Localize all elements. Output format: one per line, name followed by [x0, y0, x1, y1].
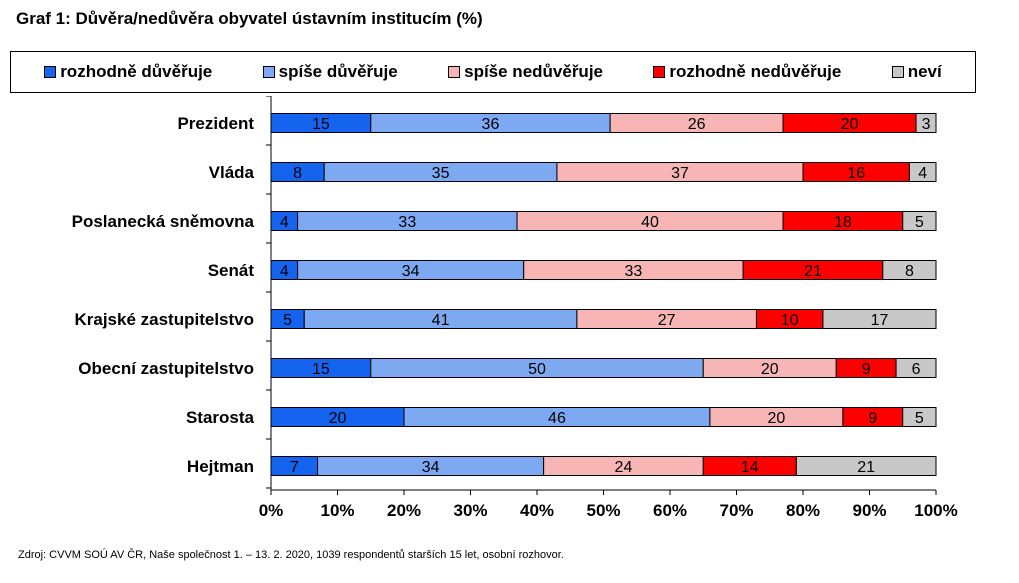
x-tick-label: 20%: [387, 501, 421, 520]
chart-plot: 0% 10% 20% 30% 40% 50% 60% 70% 80% 90% 100% Prezide…: [72, 96, 958, 520]
data-label: 37: [671, 165, 689, 182]
data-label: 5: [915, 214, 924, 231]
category-label: Prezident: [177, 114, 254, 133]
category-label: Krajské zastupitelstvo: [74, 310, 254, 329]
bar-segment: [902, 211, 937, 231]
data-label: 15: [312, 361, 330, 378]
bar-segment: [902, 407, 937, 427]
data-label: 5: [283, 312, 292, 329]
data-label: 4: [280, 214, 289, 231]
legend-item: neví: [891, 62, 942, 82]
data-label: 36: [482, 116, 500, 133]
data-label: 34: [402, 263, 420, 280]
bar-segment: [908, 162, 937, 182]
data-label: 21: [804, 263, 822, 280]
data-label: 20: [761, 361, 779, 378]
data-label: 34: [422, 459, 440, 476]
legend-label: rozhodně nedůvěřuje: [669, 62, 842, 81]
category-label: Vláda: [209, 163, 255, 182]
data-label: 9: [868, 410, 877, 427]
x-tick-label: 40%: [520, 501, 554, 520]
data-label: 15: [312, 116, 330, 133]
bar-segment: [895, 358, 937, 378]
data-label: 3: [922, 116, 931, 133]
legend-swatch: [448, 66, 461, 78]
data-label: 8: [293, 165, 302, 182]
data-label: 6: [912, 361, 921, 378]
data-label: 7: [290, 459, 299, 476]
data-label: 26: [688, 116, 706, 133]
legend: rozhodně důvěřuje spíše důvěřuje spíše ned…: [10, 51, 976, 93]
legend-item: rozhodně nedůvěřuje: [653, 62, 841, 82]
x-tick-label: 80%: [786, 501, 820, 520]
legend-swatch: [262, 66, 275, 78]
x-tick-label: 70%: [719, 501, 753, 520]
data-label: 5: [915, 410, 924, 427]
source-note: Zdroj: CVVM SOÚ AV ČR, Naše společnost 1…: [18, 549, 564, 561]
x-tick-label: 50%: [586, 501, 620, 520]
legend-swatch: [44, 66, 57, 78]
category-label: Poslanecká sněmovna: [72, 212, 255, 231]
category-label: Obecní zastupitelstvo: [78, 359, 254, 378]
legend-label: neví: [907, 62, 942, 81]
bar-segment: [795, 456, 937, 476]
data-label: 14: [741, 459, 759, 476]
data-label: 20: [768, 410, 786, 427]
bar-segment: [882, 260, 937, 280]
legend-label: spíše důvěřuje: [278, 62, 398, 81]
data-label: 24: [615, 459, 633, 476]
data-label: 4: [280, 263, 289, 280]
data-label: 4: [918, 165, 927, 182]
legend-label: rozhodně důvěřuje: [60, 62, 213, 81]
legend-item: rozhodně důvěřuje: [44, 62, 212, 82]
data-label: 9: [862, 361, 871, 378]
data-label: 46: [548, 410, 566, 427]
data-label: 21: [857, 459, 875, 476]
legend-item: spíše nedůvěřuje: [448, 62, 603, 82]
x-tick-label: 100%: [914, 501, 957, 520]
legend-label: spíše nedůvěřuje: [464, 62, 603, 81]
x-tick-label: 60%: [653, 501, 687, 520]
x-tick-label: 90%: [852, 501, 886, 520]
legend-swatch: [653, 66, 666, 78]
bar-segment: [915, 113, 937, 133]
data-label: 8: [905, 263, 914, 280]
data-label: 27: [658, 312, 676, 329]
category-label: Hejtman: [187, 457, 254, 476]
data-label: 35: [432, 165, 450, 182]
data-label: 17: [871, 312, 889, 329]
x-tick-label: 30%: [453, 501, 487, 520]
data-label: 18: [834, 214, 852, 231]
data-label: 33: [398, 214, 416, 231]
legend-swatch: [891, 66, 904, 78]
legend-item: spíše důvěřuje: [262, 62, 398, 82]
data-label: 16: [847, 165, 865, 182]
data-label: 20: [841, 116, 859, 133]
data-label: 33: [625, 263, 643, 280]
data-label: 20: [329, 410, 347, 427]
bar-segment: [822, 309, 937, 329]
category-label: Senát: [208, 261, 255, 280]
category-label: Starosta: [186, 408, 255, 427]
data-label: 40: [641, 214, 659, 231]
x-tick-label: 0%: [259, 501, 284, 520]
chart-title: Graf 1: Důvěra/nedůvěra obyvatel ústavní…: [16, 9, 483, 28]
x-tick-label: 10%: [320, 501, 354, 520]
data-label: 50: [528, 361, 546, 378]
data-label: 10: [781, 312, 799, 329]
data-label: 41: [432, 312, 450, 329]
